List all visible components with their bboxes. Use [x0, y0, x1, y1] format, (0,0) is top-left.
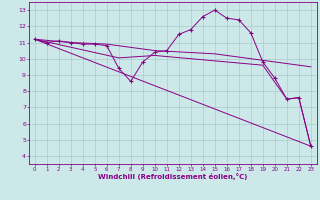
- X-axis label: Windchill (Refroidissement éolien,°C): Windchill (Refroidissement éolien,°C): [98, 173, 247, 180]
